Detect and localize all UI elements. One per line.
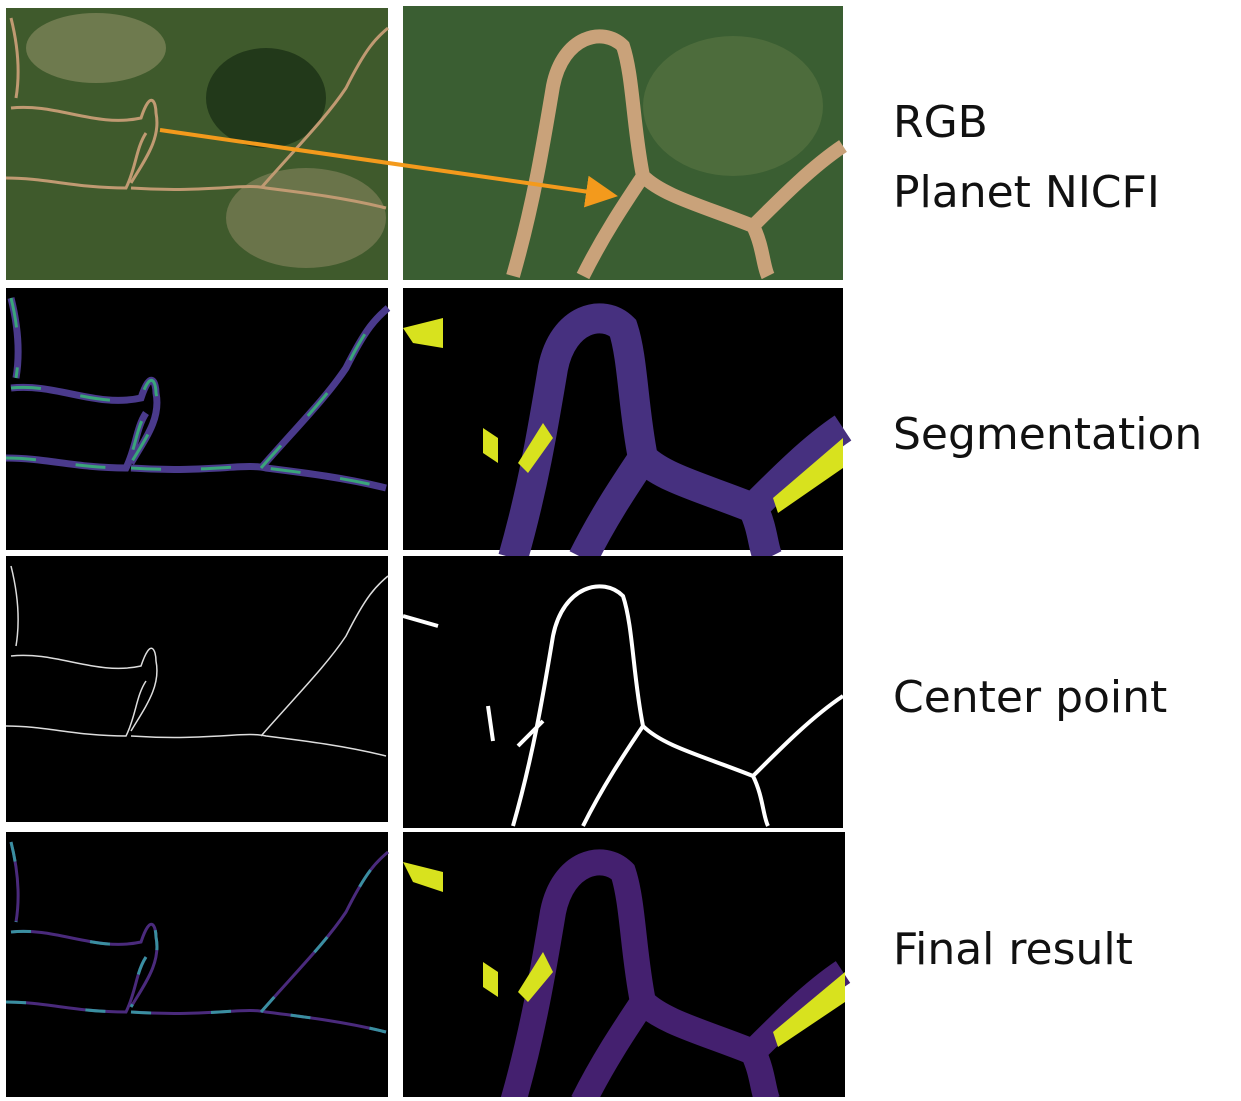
final-right-panel	[403, 832, 845, 1097]
row-label: Final result	[893, 924, 1133, 975]
row-label: Segmentation	[893, 409, 1202, 460]
row-label: RGB	[893, 97, 988, 148]
segmentation-left-panel	[6, 288, 388, 550]
row-label: Planet NICFI	[893, 167, 1160, 218]
segmentation-right-panel	[403, 288, 843, 558]
row-label: Center point	[893, 672, 1167, 723]
final-left-panel	[6, 832, 388, 1097]
field	[26, 13, 166, 83]
field	[226, 168, 386, 268]
center-right-panel	[403, 556, 843, 828]
rgb-left-panel	[6, 8, 388, 280]
forest	[206, 48, 326, 148]
panel-bg	[6, 288, 388, 550]
panel-bg	[6, 832, 388, 1097]
panel-bg	[6, 556, 388, 822]
figure: RGB Planet NICFI Segmentation Center poi…	[0, 0, 1241, 1097]
field	[643, 36, 823, 176]
center-left-panel	[6, 556, 388, 822]
rgb-right-panel	[403, 6, 843, 280]
